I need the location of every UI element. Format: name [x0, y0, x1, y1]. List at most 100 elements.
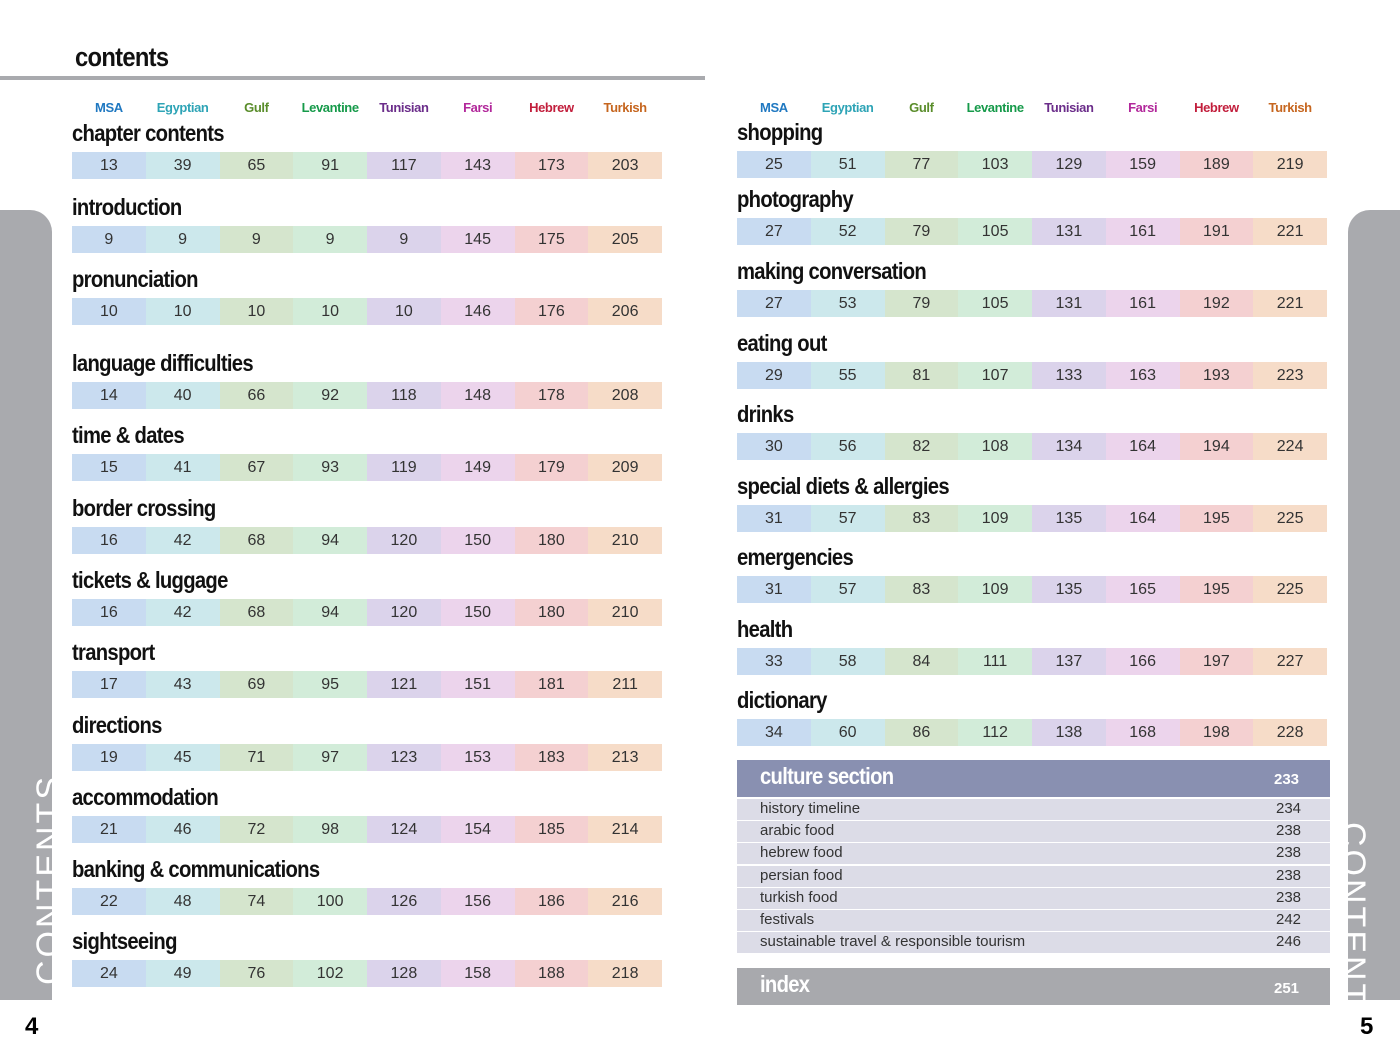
culture-item-page: 238: [1276, 866, 1302, 884]
page-cell: 24: [72, 960, 146, 987]
page-cell: 121: [367, 671, 441, 698]
page-cell: 83: [884, 505, 959, 532]
language-header: Hebrew: [1194, 100, 1239, 115]
section-title: transport: [72, 639, 155, 665]
page-cell: 17: [72, 671, 146, 698]
page-cell: 225: [1253, 576, 1327, 603]
page-cell: 107: [958, 362, 1032, 389]
page-cell: 31: [737, 576, 811, 603]
page-cell: 214: [588, 816, 662, 843]
page-cell: 123: [367, 744, 441, 771]
page-cell: 102: [293, 960, 367, 987]
culture-item: festivals: [760, 911, 815, 928]
culture-row: [737, 799, 1330, 820]
page-cell: 39: [145, 152, 220, 179]
page-cell: 149: [440, 454, 515, 481]
page-cell: 83: [884, 576, 959, 603]
culture-header: [737, 760, 1330, 797]
page-cell: 22: [72, 888, 146, 915]
page-cell: 68: [219, 527, 294, 554]
page-cell: 15: [72, 454, 146, 481]
section-title: language difficulties: [72, 350, 254, 376]
page-cell: 133: [1032, 362, 1106, 389]
language-header: Levantine: [966, 100, 1024, 115]
culture-item-page: 246: [1276, 933, 1302, 951]
page-cell: 30: [737, 433, 811, 460]
page-cell: 150: [440, 599, 515, 626]
section-title: chapter contents: [72, 120, 225, 146]
page-cell: 185: [514, 816, 589, 843]
language-header: Farsi: [463, 100, 493, 115]
page-cell: 42: [145, 527, 220, 554]
page-cell: 166: [1105, 648, 1180, 675]
page-cell: 58: [810, 648, 885, 675]
section-title: sightseeing: [72, 928, 177, 954]
page-cell: 52: [810, 218, 885, 245]
page-cell: 93: [293, 454, 367, 481]
language-header: Hebrew: [529, 100, 574, 115]
page-cell: 188: [514, 960, 589, 987]
culture-item-page: 234: [1276, 800, 1302, 817]
page-cell: 120: [367, 599, 441, 626]
page-cell: 9: [293, 226, 367, 253]
page-cell: 143: [440, 152, 515, 179]
page-cell: 225: [1253, 505, 1327, 532]
page-cell: 145: [440, 226, 515, 253]
page-cell: 105: [958, 290, 1032, 317]
page-cell: 203: [588, 152, 662, 179]
page-cell: 40: [145, 382, 220, 409]
page-cell: 126: [367, 888, 441, 915]
page-cell: 74: [219, 888, 294, 915]
page-cell: 10: [145, 298, 220, 325]
culture-row: [737, 821, 1330, 843]
page-cell: 109: [958, 505, 1032, 532]
page-cell: 92: [293, 382, 367, 409]
section-title: making conversation: [737, 258, 927, 284]
culture-item: hebrew food: [760, 844, 843, 862]
side-tab: [0, 210, 52, 1000]
page-cell: 213: [588, 744, 662, 771]
side-tab-label: CONTENTS: [1334, 822, 1372, 1033]
page-cell: 179: [514, 454, 589, 481]
page-cell: 94: [293, 599, 367, 626]
page-cell: 161: [1105, 218, 1180, 245]
page-cell: 156: [440, 888, 515, 915]
page-cell: 108: [958, 433, 1032, 460]
page-cell: 175: [514, 226, 589, 253]
page-cell: 16: [72, 527, 146, 554]
page-cell: 9: [145, 226, 220, 253]
side-tab: [1348, 210, 1400, 1000]
page-cell: 206: [588, 298, 662, 325]
section-title: border crossing: [72, 495, 216, 521]
page-cell: 91: [293, 152, 367, 179]
page-cell: 53: [810, 290, 885, 317]
page-cell: 221: [1253, 218, 1327, 245]
page-cell: 60: [810, 719, 885, 746]
page-cell: 77: [884, 151, 959, 178]
page-cell: 153: [440, 744, 515, 771]
page-cell: 195: [1179, 576, 1254, 603]
page-cell: 128: [367, 960, 441, 987]
culture-row: [737, 910, 1330, 931]
title-rule: [0, 76, 705, 80]
page-cell: 161: [1105, 290, 1180, 317]
section-title: banking & communications: [72, 856, 320, 882]
page-cell: 31: [737, 505, 811, 532]
page-cell: 21: [72, 816, 146, 843]
page-cell: 68: [219, 599, 294, 626]
page-cell: 95: [293, 671, 367, 698]
page-cell: 111: [958, 648, 1032, 675]
page-cell: 178: [514, 382, 589, 409]
page-cell: 100: [293, 888, 367, 915]
page-cell: 148: [440, 382, 515, 409]
page-cell: 14: [72, 382, 146, 409]
page-cell: 158: [440, 960, 515, 987]
page-cell: 218: [588, 960, 662, 987]
page-cell: 211: [588, 671, 662, 698]
section-title: shopping: [737, 119, 823, 145]
page-cell: 163: [1105, 362, 1180, 389]
page-cell: 27: [737, 290, 811, 317]
page-cell: 19: [72, 744, 146, 771]
culture-item-page: 242: [1276, 911, 1302, 928]
